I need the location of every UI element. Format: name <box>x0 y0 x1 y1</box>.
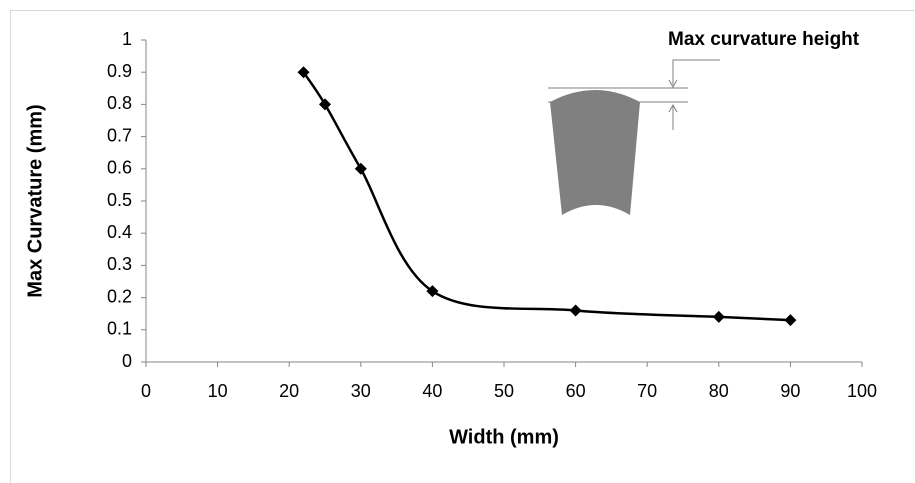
y-tick-label: 0.2 <box>107 286 132 306</box>
x-tick-label: 60 <box>566 381 586 401</box>
y-tick-label: 0.1 <box>107 319 132 339</box>
inset-arrow <box>668 79 678 89</box>
inset-leader <box>672 59 720 85</box>
x-tick-label: 20 <box>279 381 299 401</box>
y-tick-label: 0.5 <box>107 190 132 210</box>
annotation: Max curvature height <box>668 29 860 50</box>
x-axis-title: Width (mm) <box>449 426 559 448</box>
inset-arrow <box>668 103 678 113</box>
x-tick-label: 90 <box>780 381 800 401</box>
inset-shape <box>550 90 640 215</box>
x-tick-label: 40 <box>422 381 442 401</box>
x-tick-label: 100 <box>847 381 877 401</box>
y-tick-label: 0.6 <box>107 158 132 178</box>
x-tick-label: 50 <box>494 381 514 401</box>
chart-frame <box>10 10 915 483</box>
y-tick-label: 0.9 <box>107 61 132 81</box>
y-tick-label: 0 <box>122 351 132 371</box>
data-point <box>569 304 582 317</box>
inset-diagram <box>548 59 720 215</box>
data-point <box>426 285 439 298</box>
x-tick-label: 0 <box>141 381 151 401</box>
y-tick-label: 0.7 <box>107 125 132 145</box>
data-point <box>319 98 331 111</box>
data-point <box>712 310 725 323</box>
x-tick-label: 30 <box>351 381 371 401</box>
y-axis-title: Max Curvature (mm) <box>24 104 46 297</box>
y-tick-label: 0.4 <box>107 222 132 242</box>
y-tick-label: 0.3 <box>107 254 132 274</box>
data-point <box>784 314 797 327</box>
data-point <box>354 162 367 175</box>
y-tick-label: 0.8 <box>107 93 132 113</box>
x-tick-label: 80 <box>709 381 729 401</box>
x-tick-label: 10 <box>208 381 228 401</box>
data-line <box>302 71 791 322</box>
data-point <box>297 66 310 79</box>
x-tick-label: 70 <box>637 381 657 401</box>
y-tick-label: 1 <box>122 29 132 49</box>
